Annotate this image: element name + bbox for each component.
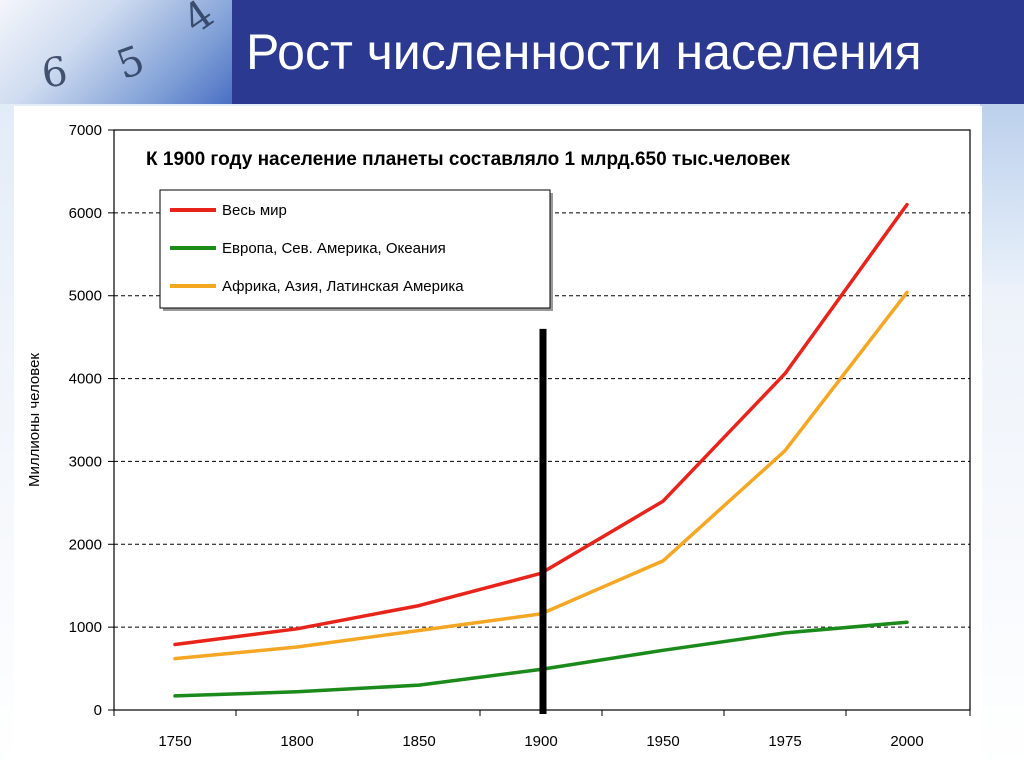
x-tick-label: 1800 [280,733,313,750]
y-tick-label: 7000 [69,122,102,139]
y-axis-label: Миллионы человек [26,353,43,487]
legend-entry: Африка, Азия, Латинская Америка [222,278,464,295]
x-tick-labels: 1750 1800 1850 1900 1950 1975 2000 [158,733,923,750]
chart-title: К 1900 году население планеты составляло… [146,149,790,170]
clock-decoration: 6 5 4 [0,0,232,104]
y-tick-label: 4000 [69,371,102,388]
y-tick-label: 2000 [69,536,102,553]
y-tick-labels: 0 1000 2000 3000 4000 5000 6000 7000 [69,122,102,719]
side-decoration [980,104,1024,284]
x-tick-label: 2000 [890,733,923,750]
title-bar [232,0,1024,104]
y-tick-label: 0 [94,702,102,719]
x-tick-label: 1850 [402,733,435,750]
x-tick-label: 1750 [158,733,191,750]
x-tick-label: 1975 [768,733,801,750]
x-tick-label: 1950 [646,733,679,750]
y-tick-label: 3000 [69,453,102,470]
legend-box [159,189,551,309]
y-tick-label: 6000 [69,205,102,222]
legend: Весь мир Европа, Сев. Америка, Океания Афр… [159,189,553,311]
y-tick-label: 5000 [69,288,102,305]
legend-entry: Европа, Сев. Америка, Океания [222,240,446,257]
x-tick-label: 1900 [524,733,557,750]
legend-entry: Весь мир [222,202,287,219]
slide-title: Рост численности населения [246,24,922,80]
y-tick-label: 1000 [69,619,102,636]
